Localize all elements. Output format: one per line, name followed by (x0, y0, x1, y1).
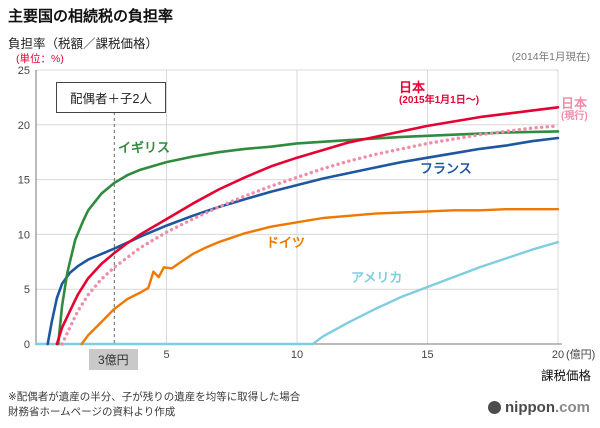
logo-dot-icon (488, 401, 501, 414)
logo-name: nippon (505, 399, 555, 416)
series-label-japan-2015-line2: (2015年1月1日〜) (399, 95, 480, 106)
series-label-japan-current-line1: 日本 (561, 96, 588, 111)
series-label-japan-2015: 日本 (2015年1月1日〜) (399, 80, 479, 107)
series-label-uk: イギリス (118, 140, 171, 155)
x-axis-title: 課税価格 (540, 369, 591, 383)
series-label-usa: アメリカ (351, 270, 403, 285)
footnote-1: ※配偶者が遺産の半分、子が残りの遺産を均等に取得した場合 (8, 391, 301, 403)
page-title: 主要国の相続税の負担率 (8, 8, 174, 25)
logo-tld: .com (554, 399, 590, 416)
svg-text:10: 10 (18, 229, 30, 241)
svg-text:(億円): (億円) (566, 348, 595, 361)
svg-text:15: 15 (421, 349, 433, 361)
svg-text:20: 20 (552, 349, 564, 361)
series-label-france: フランス (420, 161, 472, 176)
svg-text:5: 5 (163, 349, 169, 361)
series-label-japan-2015-line1: 日本 (399, 80, 426, 95)
svg-text:0: 0 (24, 339, 30, 351)
as-of-date: (2014年1月現在) (511, 51, 590, 63)
svg-text:15: 15 (18, 175, 30, 187)
y-axis-title: 負担率（税額／課税価格） (8, 37, 159, 51)
unit-label: (単位：%) (16, 53, 64, 65)
footnote-2: 財務省ホームページの資料より作成 (8, 406, 176, 418)
svg-text:5: 5 (24, 284, 30, 296)
threshold-label: 3億円 (89, 349, 138, 370)
series-label-germany: ドイツ (266, 235, 306, 250)
svg-text:25: 25 (18, 65, 30, 77)
household-annotation-box: 配偶者＋子2人 (56, 82, 166, 113)
svg-text:10: 10 (291, 349, 303, 361)
svg-text:20: 20 (18, 120, 30, 132)
series-label-japan-current: 日本 (現行) (561, 96, 588, 123)
series-label-japan-current-line2: (現行) (561, 111, 588, 122)
nippon-logo: nippon .com (488, 399, 590, 416)
